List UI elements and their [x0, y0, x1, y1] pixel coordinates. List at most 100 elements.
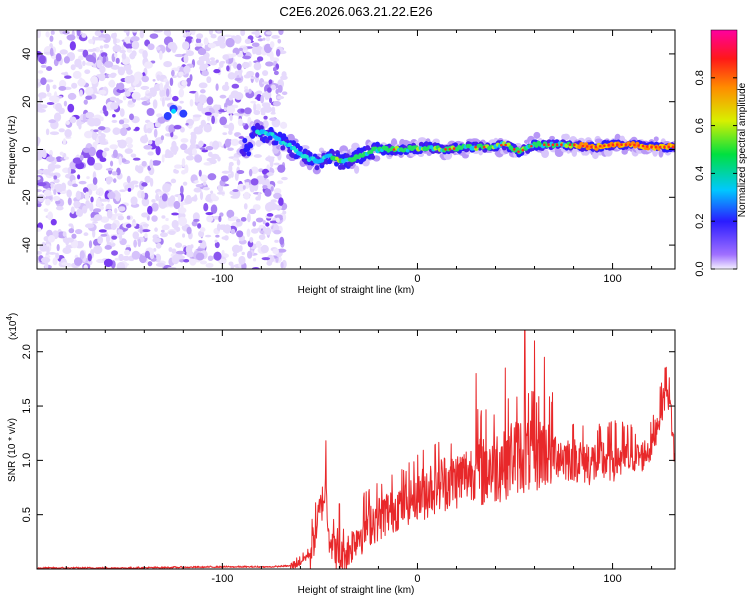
noise-speckle [113, 36, 117, 45]
ridge-core [304, 154, 309, 159]
noise-speckle [274, 214, 283, 219]
ridge-peak [530, 144, 533, 148]
noise-speckle [40, 64, 47, 68]
noise-speckle [141, 212, 149, 218]
noise-speckle [149, 33, 159, 39]
noise-speckle [171, 219, 179, 229]
noise-speckle [269, 97, 273, 104]
noise-speckle [86, 183, 97, 189]
noise-speckle [111, 171, 118, 176]
noise-speckle [92, 220, 99, 224]
noise-speckle [132, 157, 141, 161]
chart-title: C2E6.2026.063.21.22.E26 [279, 4, 432, 19]
noise-speckle [178, 216, 188, 227]
noise-speckle [236, 63, 242, 71]
noise-speckle [130, 180, 139, 185]
noise-speckle [70, 206, 75, 214]
noise-blob [163, 112, 172, 121]
noise-speckle [156, 113, 163, 118]
noise-speckle [238, 136, 245, 139]
noise-speckle [225, 37, 235, 48]
noise-speckle [253, 154, 262, 158]
noise-speckle [244, 86, 249, 91]
ridge-peak [568, 143, 572, 147]
noise-speckle [244, 38, 252, 44]
snr-scale-factor: (x104) [5, 313, 19, 340]
noise-speckle [37, 151, 43, 160]
noise-speckle [251, 228, 259, 234]
noise-speckle [122, 95, 127, 101]
ridge-halo [614, 133, 621, 142]
noise-speckle [55, 53, 62, 62]
noise-speckle [92, 216, 100, 222]
noise-speckle [223, 107, 227, 112]
noise-speckle [104, 60, 114, 68]
noise-speckle [72, 70, 82, 79]
noise-speckle [144, 175, 152, 184]
noise-speckle [230, 263, 234, 269]
noise-speckle [129, 74, 135, 84]
noise-speckle [82, 147, 91, 153]
noise-speckle [164, 84, 168, 91]
noise-speckle [130, 36, 140, 42]
noise-speckle [67, 197, 72, 206]
noise-speckle [96, 37, 106, 41]
noise-speckle [37, 176, 41, 181]
noise-speckle [154, 227, 158, 232]
ridge-halo [562, 133, 570, 141]
noise-speckle [53, 188, 57, 195]
noise-speckle [278, 30, 284, 36]
noise-speckle [189, 74, 193, 82]
noise-speckle [154, 122, 161, 128]
noise-speckle [118, 156, 123, 166]
noise-speckle [127, 187, 132, 192]
snr-series-line [37, 330, 675, 569]
colorbar: 0.0 0.2 0.4 0.6 0.8 Normalized spectral ampl… [694, 29, 748, 277]
noise-speckle [278, 197, 284, 206]
noise-speckle [219, 61, 224, 68]
noise-speckle [141, 197, 150, 207]
noise-speckle [53, 112, 62, 122]
noise-speckle [181, 157, 186, 168]
noise-speckle [186, 50, 194, 57]
noise-speckle [72, 157, 83, 164]
noise-speckle [277, 38, 282, 44]
noise-speckle [281, 71, 287, 79]
noise-speckle [168, 230, 176, 235]
noise-speckle [180, 138, 189, 143]
noise-speckle [180, 202, 184, 212]
noise-speckle [52, 257, 58, 266]
noise-speckle [195, 252, 205, 261]
noise-speckle [272, 204, 283, 210]
top-y-tick-label: 0 [21, 146, 33, 152]
noise-speckle [111, 250, 118, 256]
noise-speckle [147, 151, 154, 156]
noise-speckle [231, 216, 239, 220]
noise-speckle [85, 54, 95, 62]
noise-speckle [209, 57, 216, 61]
noise-speckle [144, 233, 148, 239]
noise-speckle [272, 248, 279, 255]
noise-speckle [195, 184, 203, 188]
noise-speckle [100, 116, 104, 122]
noise-speckle [143, 61, 153, 69]
noise-speckle [216, 30, 221, 33]
noise-speckle [118, 119, 125, 125]
noise-speckle [250, 166, 259, 174]
top-y-tick-label: -40 [21, 237, 33, 253]
noise-speckle [265, 61, 274, 67]
noise-speckle [131, 50, 137, 57]
noise-speckle [84, 191, 90, 201]
noise-speckle [121, 52, 127, 60]
noise-speckle [192, 212, 200, 222]
noise-speckle [272, 100, 281, 107]
noise-speckle [155, 193, 160, 201]
noise-speckle [141, 182, 148, 187]
noise-speckle [79, 154, 84, 161]
noise-speckle [230, 171, 234, 178]
noise-speckle [277, 84, 283, 93]
noise-speckle [134, 184, 139, 188]
top-y-tick-label: 40 [21, 48, 33, 60]
noise-speckle [256, 56, 264, 62]
noise-speckle [190, 133, 197, 141]
